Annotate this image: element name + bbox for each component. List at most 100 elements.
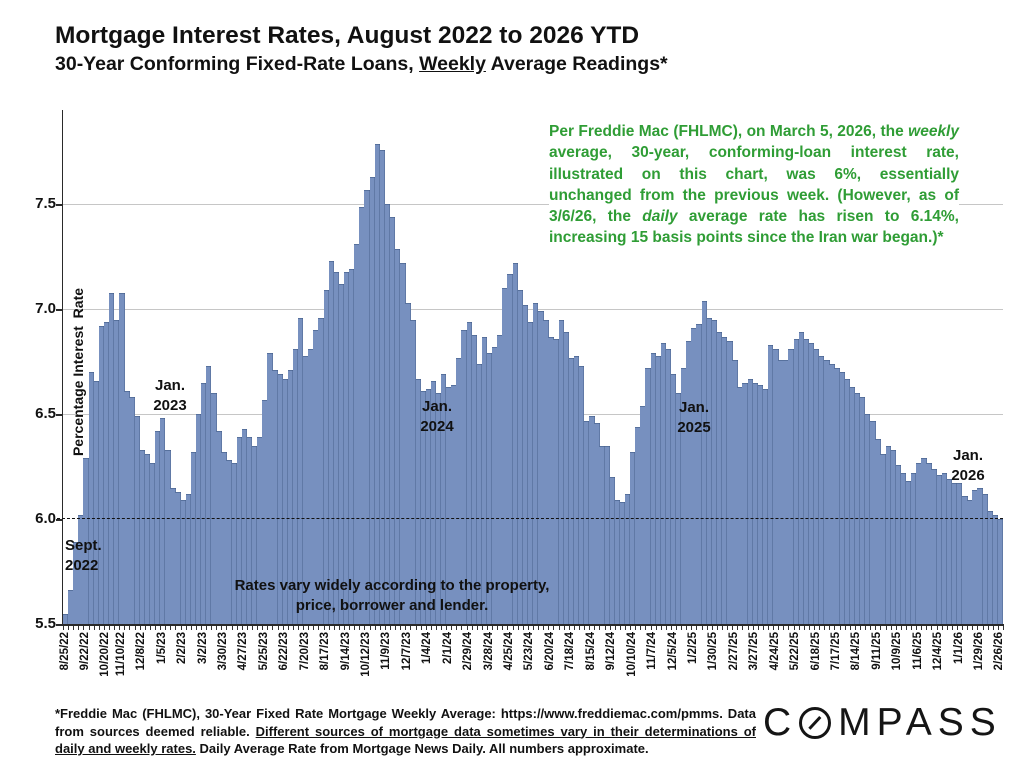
x-axis-minor-tick xyxy=(778,626,780,630)
annotation-line: Jan. xyxy=(678,399,709,416)
x-axis-minor-tick xyxy=(655,626,657,630)
x-axis-minor-tick xyxy=(941,626,943,630)
x-axis-minor-tick xyxy=(88,626,90,630)
bar xyxy=(83,458,89,624)
x-axis-minor-tick xyxy=(318,626,320,630)
x-axis-minor-tick xyxy=(732,626,734,630)
x-axis-minor-tick xyxy=(144,626,146,630)
x-axis-minor-tick xyxy=(614,626,616,630)
bar xyxy=(246,437,253,624)
bar xyxy=(446,386,452,624)
x-axis-minor-tick xyxy=(793,626,795,630)
bar xyxy=(461,330,467,624)
x-axis-minor-tick xyxy=(957,626,959,630)
annotation-jan-2024: Jan. 2024 xyxy=(420,397,453,436)
x-axis-minor-tick xyxy=(246,626,248,630)
x-axis-tick-label: 5/23/24 xyxy=(523,632,536,671)
x-axis-minor-tick xyxy=(410,626,412,630)
x-axis-minor-tick xyxy=(343,626,345,630)
x-axis-minor-tick xyxy=(563,626,565,630)
bar xyxy=(425,389,432,624)
x-axis-minor-tick xyxy=(103,626,105,630)
bar xyxy=(691,328,697,624)
bar xyxy=(589,416,595,624)
x-axis-minor-tick xyxy=(885,626,887,630)
bar xyxy=(364,189,370,624)
green-annotation-italic-daily: daily xyxy=(642,208,678,226)
x-axis-minor-tick xyxy=(139,626,141,630)
bar xyxy=(139,449,146,624)
bar xyxy=(165,449,171,624)
x-axis-minor-tick xyxy=(701,626,703,630)
x-axis-minor-tick xyxy=(333,626,335,630)
compass-o-slash-icon xyxy=(799,707,832,739)
x-axis-minor-tick xyxy=(900,626,902,630)
x-axis-minor-tick xyxy=(711,626,713,630)
bar xyxy=(558,319,564,624)
bar xyxy=(211,393,217,624)
x-axis-minor-tick xyxy=(844,626,846,630)
x-axis-tick-label: 6/20/24 xyxy=(543,632,556,671)
green-annotation-text: Per Freddie Mac (FHLMC), on March 5, 202… xyxy=(549,123,909,140)
bar xyxy=(783,359,789,624)
x-axis-tick-label: 2/27/25 xyxy=(727,632,740,671)
x-axis-minor-tick xyxy=(752,626,754,630)
bar xyxy=(890,449,897,624)
x-axis-tick-label: 8/15/24 xyxy=(584,632,597,671)
bar xyxy=(829,363,835,624)
bar xyxy=(992,514,999,624)
bar xyxy=(282,378,289,624)
x-axis-minor-tick xyxy=(476,626,478,630)
x-axis-minor-tick xyxy=(839,626,841,630)
x-axis-tick-label: 11/7/24 xyxy=(646,632,659,670)
x-axis-minor-tick xyxy=(849,626,851,630)
x-axis-minor-tick xyxy=(221,626,223,630)
x-axis-minor-tick xyxy=(354,626,356,630)
green-annotation-text: average, 30-year, conforming-loan intere… xyxy=(549,144,959,226)
bar xyxy=(645,368,651,624)
x-axis-minor-tick xyxy=(149,626,151,630)
x-axis-minor-tick xyxy=(624,626,626,630)
bar xyxy=(466,321,472,624)
x-axis-minor-tick xyxy=(108,626,110,630)
chart-subtitle: 30-Year Conforming Fixed-Rate Loans, Wee… xyxy=(55,53,668,76)
x-axis-tick-label: 7/17/25 xyxy=(830,632,842,671)
x-axis-tick-label: 1/5/23 xyxy=(155,632,168,664)
x-axis-minor-tick xyxy=(190,626,192,630)
bar xyxy=(430,380,437,624)
x-axis-minor-tick xyxy=(773,626,775,630)
chart-subtitle-underlined-word: Weekly xyxy=(419,53,486,75)
x-axis-tick-label: 11/6/25 xyxy=(911,632,924,670)
bar xyxy=(788,349,794,624)
x-axis-minor-tick xyxy=(323,626,325,630)
bar xyxy=(660,342,667,624)
x-axis-tick-label: 1/1/26 xyxy=(952,632,965,664)
x-axis-minor-tick xyxy=(609,626,611,630)
bar xyxy=(119,292,125,624)
x-axis-minor-tick xyxy=(870,626,872,630)
y-axis-tick-label: 5.5 xyxy=(35,615,56,632)
bar xyxy=(441,374,447,624)
x-axis-minor-tick xyxy=(359,626,361,630)
compass-o-slash-bar xyxy=(808,715,822,731)
bar xyxy=(819,355,825,624)
bar xyxy=(747,378,753,624)
bar xyxy=(471,334,478,624)
bar xyxy=(757,384,764,624)
bar xyxy=(599,445,605,624)
x-axis-minor-tick xyxy=(686,626,688,630)
x-axis-minor-tick xyxy=(441,626,443,630)
bar xyxy=(114,319,120,624)
bar xyxy=(624,493,631,624)
x-axis-minor-tick xyxy=(584,626,586,630)
x-axis-minor-tick xyxy=(481,626,483,630)
bar xyxy=(808,342,815,624)
bar xyxy=(374,143,381,624)
x-axis-minor-tick xyxy=(660,626,662,630)
bar xyxy=(93,380,100,624)
bar xyxy=(527,321,534,624)
x-axis-minor-tick xyxy=(400,626,402,630)
bar xyxy=(716,332,723,624)
annotation-line: Jan. xyxy=(421,398,452,415)
x-axis-tick-label: 8/25/22 xyxy=(58,632,71,671)
